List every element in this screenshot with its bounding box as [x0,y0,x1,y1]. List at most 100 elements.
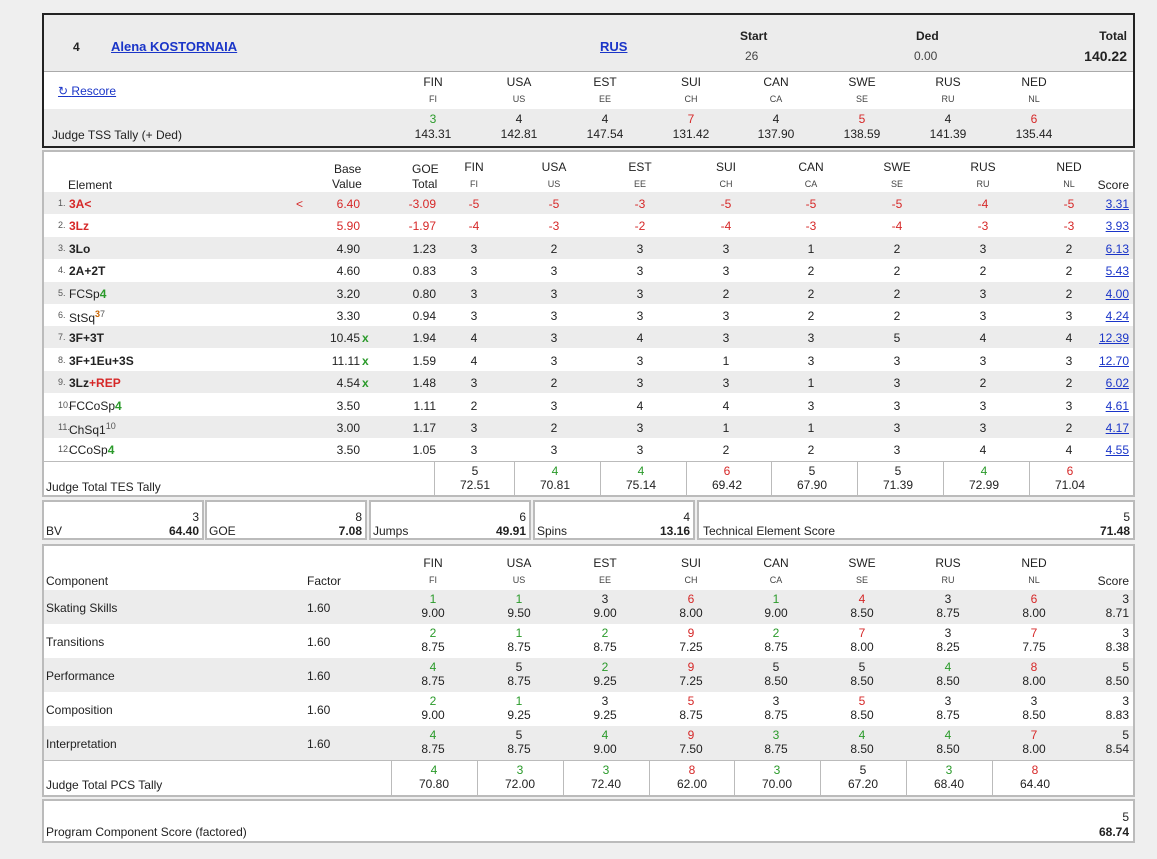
pcs-value: 67.20 [847,777,879,791]
el-judge-sub: CA [804,179,818,189]
judge-goe: 3 [636,421,644,435]
element-score-link[interactable]: 5.43 [1105,264,1129,279]
judge-goe: 2 [722,443,730,458]
judge-goe: 2 [893,241,901,256]
element-score-link[interactable]: 6.13 [1105,241,1129,256]
component-factor: 1.60 [307,635,331,649]
judge-sub-swe: SE [855,94,868,104]
element-score-link[interactable]: 4.17 [1105,421,1129,435]
tss-value: 142.81 [500,127,538,141]
component-judge-rank: 4 [858,728,866,742]
nation-link[interactable]: RUS [600,39,628,54]
rescore-link[interactable]: ↻ Rescore [58,84,116,98]
judge-goe: 2 [893,264,901,279]
component-judge-rank: 1 [515,626,523,640]
spins-box: 4 Spins 13.16 [533,500,695,540]
element-score-link[interactable]: 4.55 [1105,443,1129,458]
elements-panel: Element Base Value GOE Total FIN FI USA US E… [42,150,1135,497]
judge-goe: 3 [636,309,644,323]
component-judge-cell: 2 9.00 [403,694,463,722]
tes-rank: 5 [808,464,816,478]
component-judge-mark: 9.25 [593,708,617,722]
header-top [44,15,1133,71]
base-value: 11.11 [331,353,360,368]
component-judge-cell: 2 8.75 [403,626,463,654]
tes-value: 75.14 [625,478,657,492]
start-value: 26 [745,49,759,63]
judge-goe: -5 [548,197,560,211]
component-rank: 3 [1122,626,1129,640]
el-judge-sub: US [547,179,561,189]
component-judge-cell: 9 7.25 [661,660,721,688]
pc-judge-sub: NL [1028,575,1040,585]
element-code-part: 3 [95,309,101,319]
judge-goe: -4 [468,219,480,234]
judge-goe: -5 [1063,197,1075,211]
tes-cell: 4 75.14 [600,462,681,497]
component-judge-cell: 5 8.75 [489,660,549,688]
goe-total: 1.48 [412,376,436,391]
element-score-link[interactable]: 6.02 [1105,376,1129,391]
element-number: 11. [58,422,70,432]
element-score-link[interactable]: 12.39 [1098,331,1129,346]
el-judge-code: SWE [883,160,911,174]
pcs-rank: 4 [430,763,438,777]
goe-value: 7.08 [338,524,362,538]
spins-label: Spins [537,524,568,538]
component-score-cell: 3 8.71 [1106,592,1129,620]
goe-total: 1.11 [413,398,436,413]
judge-goe: 3 [722,376,730,391]
judge-goe: 2 [1065,376,1073,391]
component-judge-rank: 2 [601,660,609,674]
component-judge-mark: 8.75 [507,742,531,756]
judge-goe: 4 [636,398,644,413]
component-judge-cell: 7 7.75 [1004,626,1064,654]
element-score-link[interactable]: 3.93 [1105,219,1129,234]
tss-rank: 4 [515,112,523,126]
component-judge-mark: 8.75 [936,606,960,620]
component-score: 8.83 [1105,708,1129,722]
tes-value: 72.99 [968,478,1000,492]
spins-value: 13.16 [659,524,690,538]
el-judge-sub: FI [470,179,478,189]
tes-cell: 4 70.81 [514,462,595,497]
skater-name-link[interactable]: Alena KOSTORNAIA [111,39,238,54]
judge-goe: 3 [893,398,901,413]
component-judge-cell: 7 8.00 [1004,728,1064,756]
judge-goe: 2 [807,264,815,279]
element-row: 10. FCCoSp4 3.50 1.11 2 3 4 4 3 3 3 3 4.61 [44,394,1133,416]
component-rank: 3 [1122,694,1129,708]
judge-goe: 2 [1065,421,1073,435]
goe-total: -3.09 [408,197,436,211]
element-code: 3Lz+REP [69,376,121,390]
tss-rank: 4 [772,112,780,126]
judge-goe: 2 [550,376,558,391]
element-code-part: StSq [69,311,96,325]
judge-goe: 3 [636,376,644,391]
element-level: 7 [100,309,106,319]
component-judge-cell: 5 8.75 [661,694,721,722]
pcs-total-rank: 5 [1122,810,1129,824]
element-score-link[interactable]: 4.00 [1105,286,1129,301]
component-judge-mark: 8.75 [679,708,703,722]
total-value: 140.22 [1084,48,1127,64]
element-score-link[interactable]: 4.61 [1105,398,1129,413]
pc-judge-sub: CA [769,575,783,585]
pcs-rank: 3 [602,763,610,777]
element-code-part: 3A< [69,197,92,211]
element-score-link[interactable]: 3.31 [1105,197,1129,211]
pcs-value: 70.80 [418,777,450,791]
judge-goe: 2 [550,241,558,256]
element-score-link[interactable]: 4.24 [1105,309,1129,323]
ded-label: Ded [916,29,939,43]
judge-code-fin: FIN [423,75,443,89]
judge-goe: 3 [893,353,901,368]
element-code: 3F+1Eu+3S [69,354,134,368]
element-score-link[interactable]: 12.70 [1098,353,1129,368]
component-judge-rank: 6 [1030,592,1038,606]
pcs-cell: 8 62.00 [649,761,734,795]
tes-cell: 6 71.04 [1029,462,1110,497]
element-number: 9. [58,377,66,388]
element-code: 3A< [69,197,91,211]
tes-cell: 5 72.51 [434,462,515,497]
